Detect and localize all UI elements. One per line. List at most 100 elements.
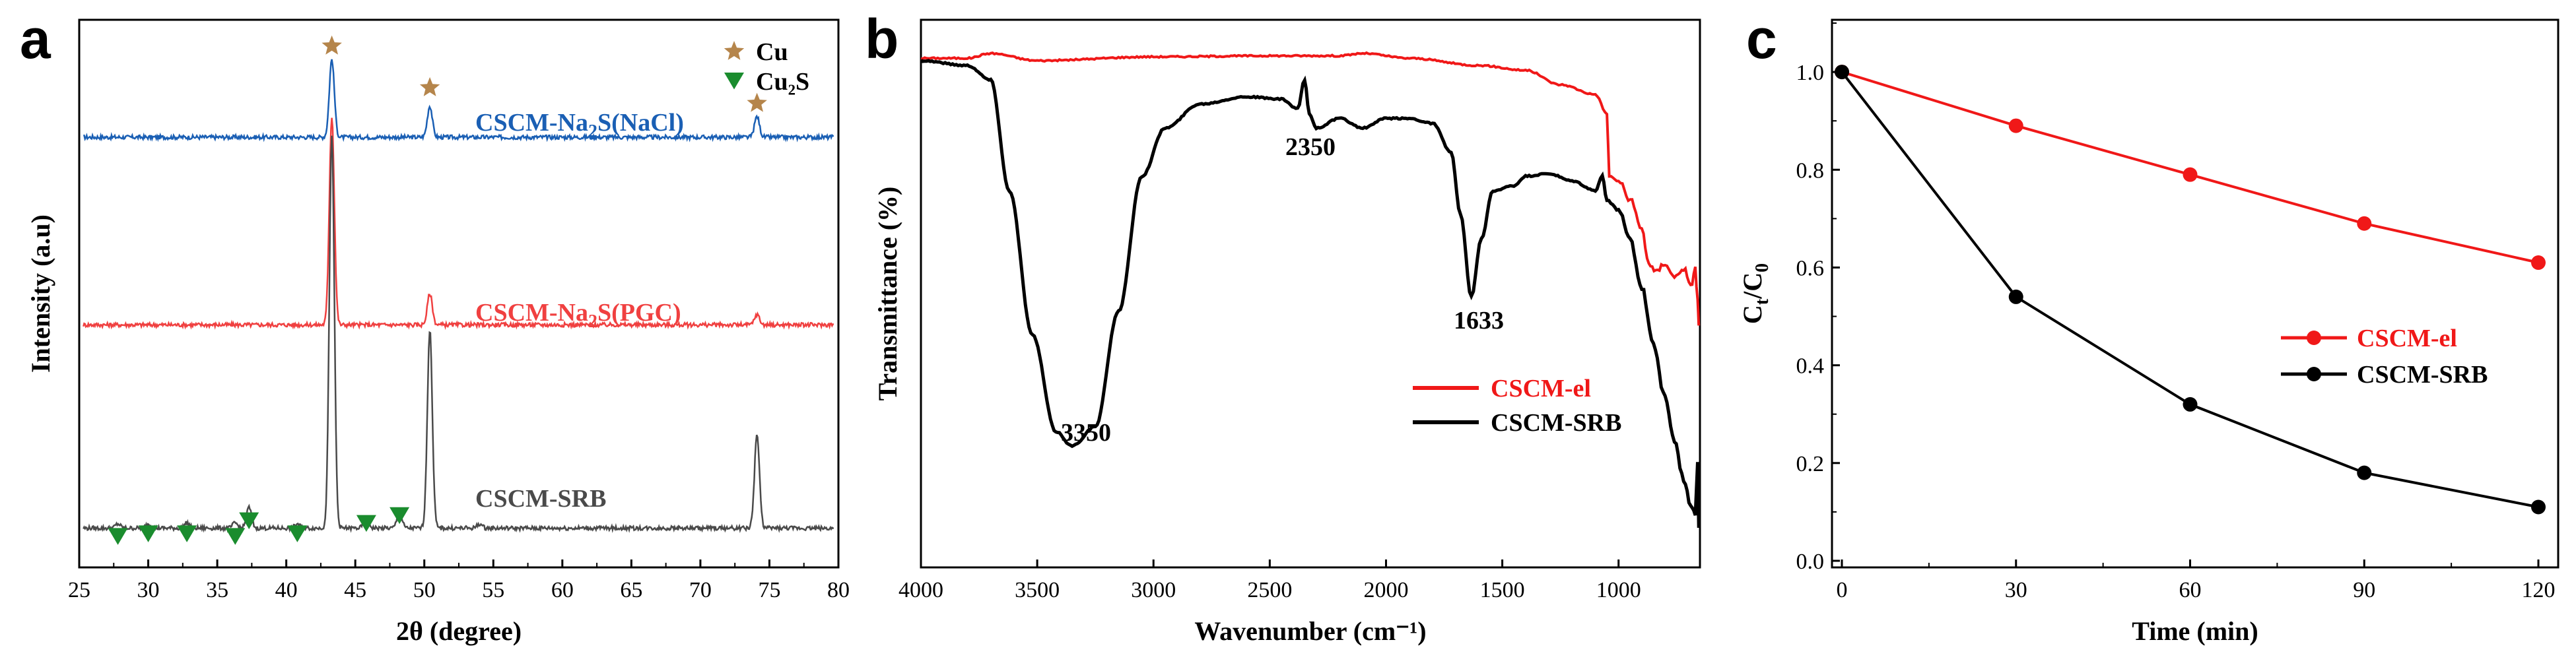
- panel-c-series: [1835, 65, 2546, 515]
- panel-a-x-ticks: 25 30 35 40 45 50 55 60 65 70 75 80: [68, 559, 850, 602]
- x-tick-label: 1000: [1596, 578, 1641, 602]
- cu2s-triangle-marker: [356, 515, 376, 532]
- x-tick-label: 55: [482, 578, 504, 602]
- panel-a-x-axis-label: 2θ (degree): [396, 616, 522, 646]
- cu2s-triangle-marker: [287, 525, 308, 542]
- panel-c-frame: [1831, 18, 2559, 569]
- panel-a: a 25 30 35 40 45 50 55 60 65 70 75 80 CSCM-Na2S(NaC…: [20, 8, 850, 646]
- x-tick-label: 60: [2179, 578, 2202, 602]
- legend-label: CSCM-SRB: [1491, 409, 1621, 437]
- x-tick-label: 4000: [898, 578, 943, 602]
- x-tick-label: 65: [620, 578, 642, 602]
- cu2s-triangle-marker: [239, 512, 259, 530]
- panel-b-x-axis-label: Wavenumber (cm⁻¹): [1194, 616, 1426, 646]
- cu2s-triangle-marker: [138, 525, 158, 542]
- legend-label: CSCM-SRB: [2357, 361, 2488, 389]
- panel-b-y-axis-label: Transmittance (%): [873, 187, 902, 401]
- legend-label: CSCM-el: [2357, 325, 2457, 352]
- panel-b: b 4000 3500 3000 2500 2000 1500 1000 3350 2350 1…: [865, 8, 1701, 646]
- series-label-tail: S(NaCl): [597, 109, 684, 137]
- cu2s-triangle-marker: [108, 528, 128, 545]
- legend-cu2s-label: Cu₂S: [756, 68, 809, 96]
- xrd-series-line: [83, 117, 834, 331]
- panel-b-peak-annotations: 3350 2350 1633: [1061, 133, 1504, 447]
- data-point: [2531, 499, 2546, 515]
- peak-annotation: 1633: [1454, 307, 1504, 334]
- legend-cu-star-icon: [724, 41, 745, 60]
- panel-c-x-axis-label: Time (min): [2132, 616, 2258, 646]
- y-tick-label: 1.0: [1796, 61, 1825, 85]
- cu2s-triangle-marker: [177, 525, 197, 542]
- legend-marker-swatch: [2307, 331, 2321, 345]
- cu-star-marker: [747, 92, 767, 112]
- x-tick-label: 1500: [1480, 578, 1525, 602]
- panel-c-y-axis-label: Ct/C0: [1738, 263, 1773, 324]
- peak-annotation: 3350: [1061, 419, 1111, 447]
- panel-b-legend: CSCM-el CSCM-SRB: [1413, 375, 1621, 437]
- panel-b-series: [920, 51, 1701, 528]
- x-tick-label: 90: [2353, 578, 2375, 602]
- peak-annotation: 2350: [1285, 133, 1336, 161]
- y-tick-label: 0.4: [1796, 354, 1825, 379]
- x-tick-label: 30: [137, 578, 160, 602]
- x-tick-label: 3500: [1015, 578, 1060, 602]
- panel-a-series-labels: CSCM-Na2S(NaCl)CSCM-Na2S(PGC)CSCM-SRB: [475, 109, 684, 513]
- legend-label: CSCM-el: [1491, 375, 1591, 402]
- x-tick-label: 2500: [1247, 578, 1292, 602]
- series-label: CSCM-Na2S(NaCl): [475, 109, 684, 142]
- panel-a-y-axis-label: Intensity (a.u): [26, 214, 55, 373]
- x-tick-label: 120: [2522, 578, 2556, 602]
- data-point: [2008, 289, 2023, 304]
- series-label-tail: S(PGC): [597, 299, 681, 327]
- data-point: [2357, 465, 2372, 480]
- x-tick-label: 70: [689, 578, 712, 602]
- series-label-sub: 2: [588, 311, 597, 332]
- y-tick-label: 0.0: [1796, 550, 1825, 574]
- panel-c-y-ticks: 0.0 0.2 0.4 0.6 0.8 1.0: [1796, 22, 1840, 574]
- cu-star-marker: [322, 35, 342, 55]
- series-label-sub: 2: [588, 121, 597, 142]
- panel-a-frame: [78, 18, 840, 569]
- x-tick-label: 50: [413, 578, 436, 602]
- data-point: [2183, 167, 2198, 182]
- data-point: [1835, 65, 1849, 80]
- x-tick-label: 2000: [1363, 578, 1408, 602]
- x-tick-label: 80: [827, 578, 850, 602]
- data-point: [2183, 397, 2198, 412]
- panel-b-frame: [920, 18, 1701, 569]
- series-label: CSCM-SRB: [475, 485, 606, 513]
- x-tick-label: 40: [275, 578, 298, 602]
- y-tick-label: 0.2: [1796, 452, 1825, 476]
- x-tick-label: 0: [1837, 578, 1848, 602]
- series-label-main: CSCM-Na: [475, 109, 588, 137]
- data-point: [2008, 118, 2023, 133]
- cu2s-triangle-marker: [225, 528, 246, 545]
- legend-cu2s-triangle-icon: [724, 73, 744, 90]
- x-tick-label: 45: [344, 578, 366, 602]
- series-label: CSCM-Na2S(PGC): [475, 299, 681, 332]
- x-tick-label: 75: [758, 578, 780, 602]
- series-label-main: CSCM-Na: [475, 299, 588, 327]
- series-label-main: CSCM-SRB: [475, 485, 606, 513]
- panel-a-series: [83, 59, 834, 534]
- legend-cu-label: Cu: [756, 38, 788, 66]
- x-tick-label: 60: [551, 578, 574, 602]
- cu-star-marker: [419, 77, 440, 96]
- cu2s-triangle-marker: [390, 507, 410, 525]
- panel-c-letter: c: [1746, 8, 1777, 70]
- ftir-series-line: [920, 51, 1701, 326]
- x-tick-label: 3000: [1131, 578, 1176, 602]
- panel-b-letter: b: [865, 8, 898, 70]
- panel-c-x-ticks: 0 30 60 90 120: [1837, 559, 2556, 602]
- kinetics-series-line: [1841, 71, 2539, 509]
- data-point: [2531, 255, 2546, 271]
- x-tick-label: 25: [68, 578, 90, 602]
- legend-marker-swatch: [2307, 367, 2321, 381]
- panel-a-phase-markers: [108, 35, 767, 545]
- data-point: [2357, 216, 2372, 231]
- panel-c-legend: CSCM-el CSCM-SRB: [2281, 325, 2488, 389]
- x-tick-label: 30: [2005, 578, 2027, 602]
- x-tick-label: 35: [206, 578, 228, 602]
